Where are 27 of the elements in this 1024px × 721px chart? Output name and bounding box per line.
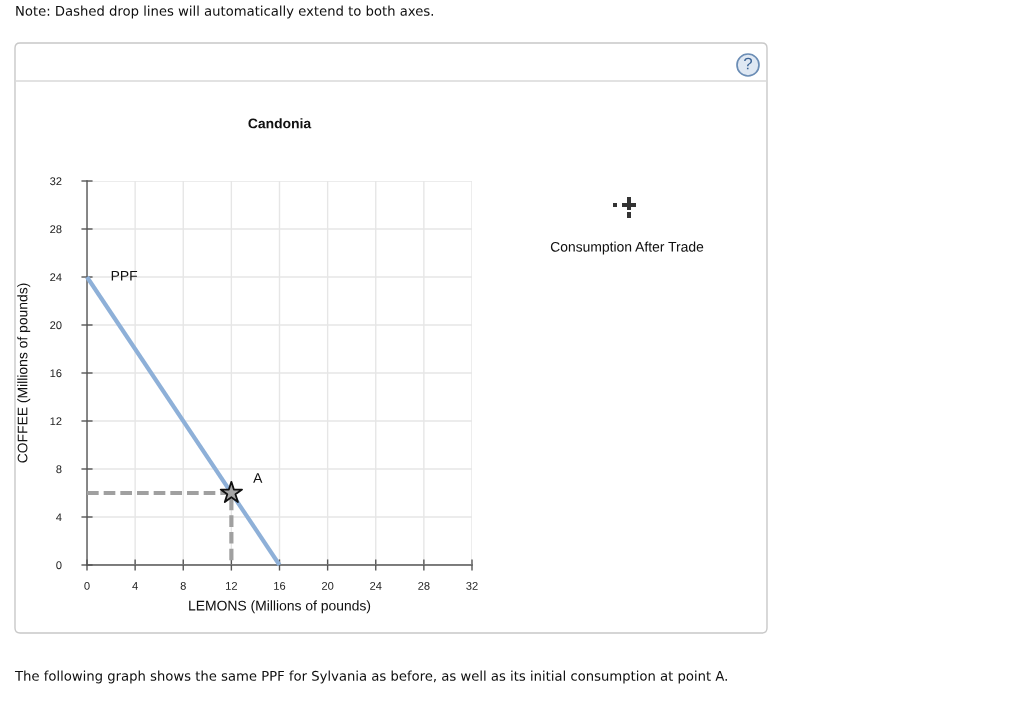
x-tick-label: 12 bbox=[226, 581, 237, 590]
x-tick-label: 28 bbox=[418, 581, 430, 590]
y-tick-label: 16 bbox=[50, 369, 62, 378]
x-axis-title: LEMONS (Millions of pounds) bbox=[189, 600, 371, 614]
x-tick-label: 24 bbox=[370, 581, 382, 590]
y-tick-label: 32 bbox=[50, 177, 62, 186]
text: Consumption After Trade bbox=[550, 241, 704, 255]
y-axis-title: COFFEE (Millions of pounds) bbox=[17, 283, 31, 463]
x-tick-label: 0 bbox=[84, 581, 90, 590]
text: The following graph shows the same PPF for Sylvania as before, as well as its initial consumption at point A. bbox=[14, 670, 727, 684]
y-tick-label: 0 bbox=[56, 561, 62, 570]
text: ? bbox=[744, 57, 753, 70]
y-tick-label: 24 bbox=[50, 273, 62, 282]
text: Note: Dashed drop lines will automatically extend to both axes. bbox=[16, 5, 433, 19]
y-tick-label: 28 bbox=[50, 225, 62, 234]
y-tick-label: 12 bbox=[50, 417, 62, 426]
x-tick-label: 32 bbox=[466, 581, 478, 590]
x-tick-label: 20 bbox=[322, 581, 334, 590]
x-tick-label: 16 bbox=[274, 581, 286, 590]
x-tick-label: 4 bbox=[132, 582, 138, 590]
series-label: A bbox=[253, 473, 263, 483]
x-tick-label: 8 bbox=[180, 581, 186, 590]
y-tick-label: 4 bbox=[56, 513, 62, 522]
chart-title: Candonia bbox=[248, 118, 312, 129]
y-tick-label: 8 bbox=[56, 465, 62, 474]
y-tick-label: 20 bbox=[50, 321, 62, 330]
series-label: PPF bbox=[111, 271, 138, 281]
